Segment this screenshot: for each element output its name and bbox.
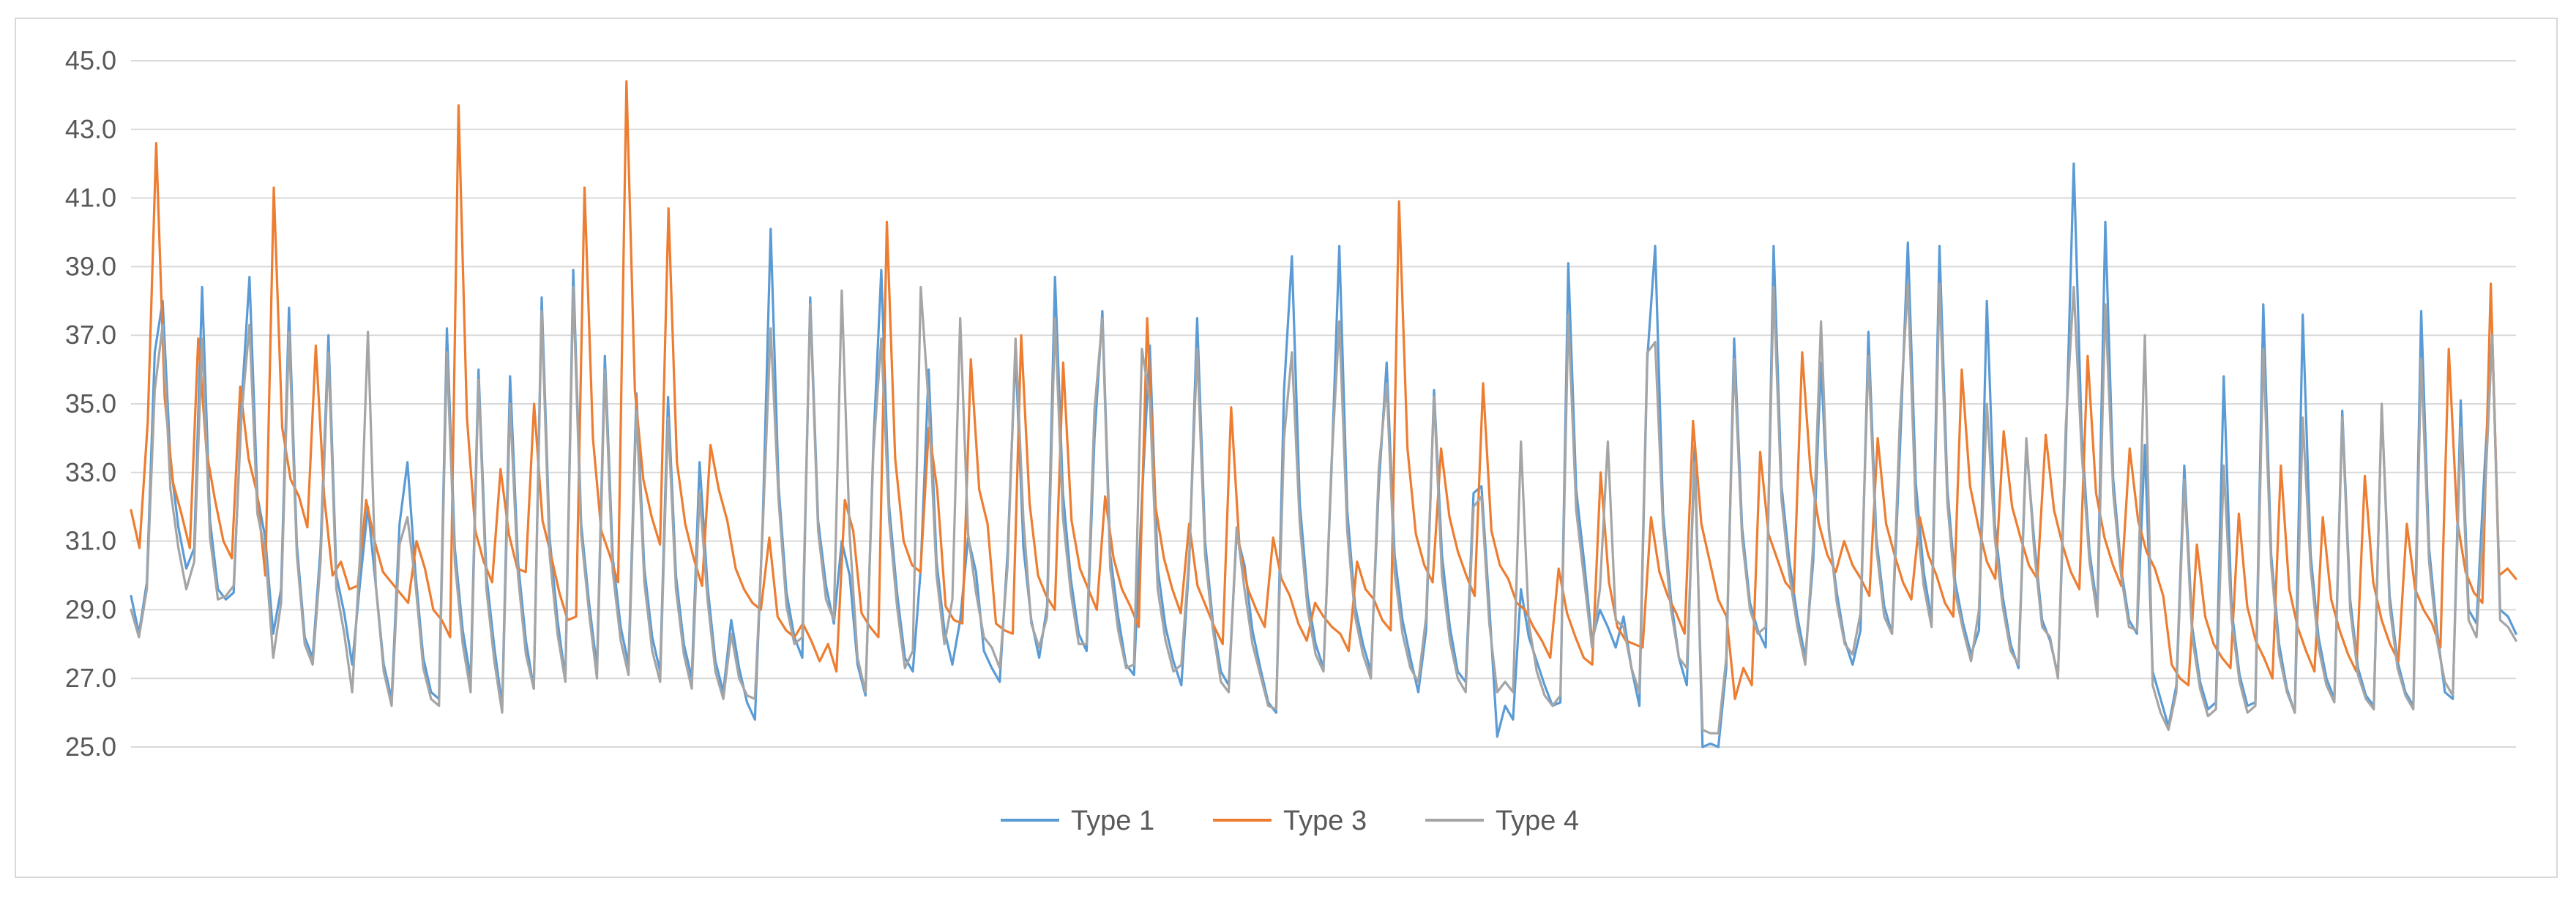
y-tick-label: 29.0 bbox=[65, 594, 116, 624]
y-tick-label: 27.0 bbox=[65, 663, 116, 693]
chart-area: 25.0 27.0 29.0 31.0 33.0 35.0 37.0 39.0 41.0 43.0… bbox=[15, 18, 2558, 878]
legend-label: Type 4 bbox=[1496, 806, 1579, 836]
legend-label: Type 3 bbox=[1283, 806, 1367, 836]
y-tick-label: 41.0 bbox=[65, 183, 116, 213]
y-tick-label: 33.0 bbox=[65, 457, 116, 487]
series-line-3 bbox=[130, 282, 2517, 735]
y-tick-label: 25.0 bbox=[65, 732, 116, 762]
y-tick-label: 45.0 bbox=[65, 45, 116, 75]
y-tick-label: 35.0 bbox=[65, 389, 116, 419]
line-chart: 25.0 27.0 29.0 31.0 33.0 35.0 37.0 39.0 41.0 43.0… bbox=[65, 45, 2517, 836]
y-tick-label: 43.0 bbox=[65, 114, 116, 144]
y-tick-label: 37.0 bbox=[65, 320, 116, 350]
legend-label: Type 1 bbox=[1071, 806, 1154, 836]
series-line-2 bbox=[130, 80, 2517, 700]
y-tick-label: 39.0 bbox=[65, 251, 116, 281]
y-tick-label: 31.0 bbox=[65, 526, 116, 556]
